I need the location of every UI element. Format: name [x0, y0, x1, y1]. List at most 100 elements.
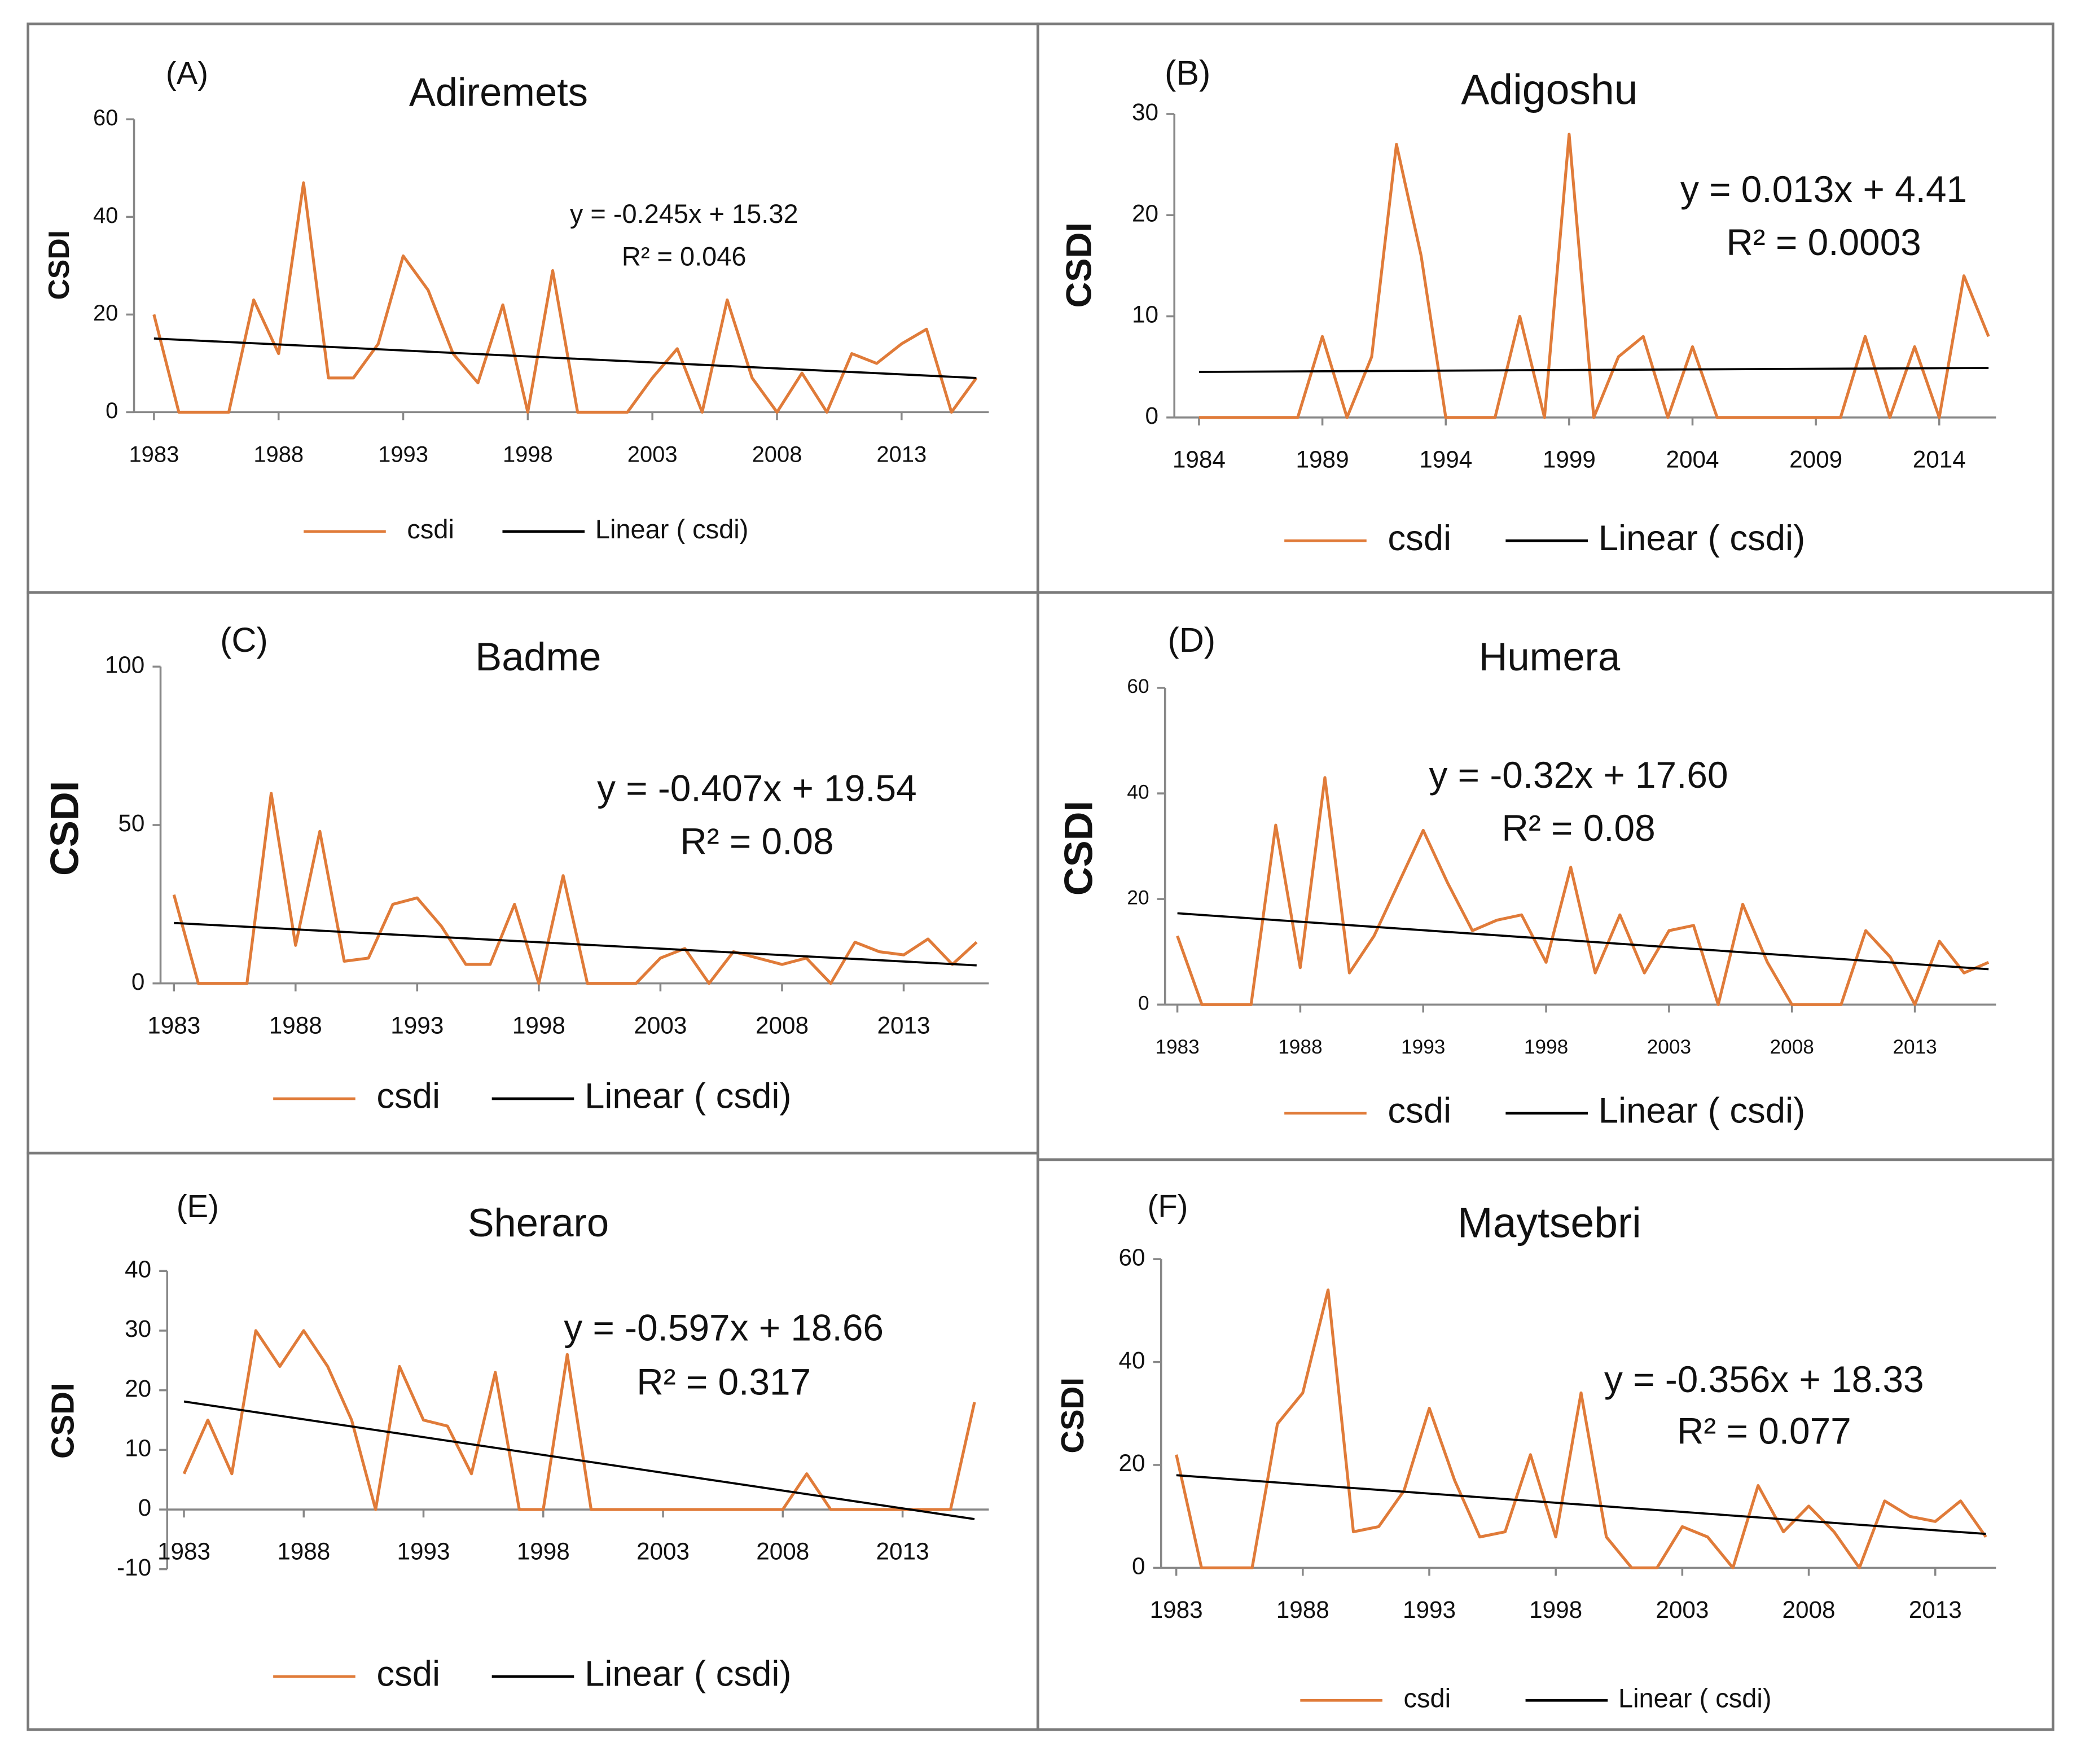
- y-tick-label: 0: [1132, 1553, 1145, 1579]
- x-tick-label: 1999: [1543, 446, 1596, 472]
- panel-label: (A): [166, 55, 208, 91]
- y-tick-label: 0: [131, 968, 145, 995]
- x-tick-label: 1983: [1155, 1036, 1199, 1058]
- x-tick-label: 1993: [378, 442, 428, 467]
- x-tick-label: 1993: [1403, 1596, 1456, 1623]
- trend-line: [183, 1400, 975, 1520]
- x-tick-label: 1998: [512, 1012, 565, 1038]
- data-line: [172, 792, 978, 985]
- legend-label: csdi: [407, 514, 454, 544]
- r-squared: R² = 0.08: [1502, 807, 1655, 849]
- x-tick-label: 2013: [877, 1012, 930, 1038]
- x-tick-label: 2008: [756, 1012, 809, 1038]
- chart-title: Adigoshu: [1461, 65, 1637, 113]
- y-tick-label: 20: [93, 301, 118, 326]
- chart-title: Adiremets: [409, 70, 588, 115]
- r-squared: R² = 0.08: [680, 820, 833, 862]
- chart-title: Maytsebri: [1457, 1199, 1641, 1246]
- trend-equation: y = -0.245x + 15.32: [570, 199, 798, 229]
- y-tick-label: 60: [1127, 675, 1149, 697]
- r-squared: R² = 0.317: [636, 1361, 811, 1403]
- y-tick-label: 20: [1127, 887, 1149, 909]
- y-tick-label: 60: [1119, 1244, 1145, 1270]
- y-tick-label: 50: [118, 810, 144, 836]
- trend-line: [1177, 912, 1989, 971]
- y-tick-label: 40: [93, 203, 118, 228]
- x-tick-label: 2003: [1656, 1596, 1709, 1623]
- y-axis-label: CSDI: [1055, 1377, 1090, 1454]
- data-line: [1175, 1288, 1987, 1569]
- trend-line: [174, 922, 977, 967]
- panel-label: (E): [177, 1188, 219, 1224]
- x-tick-label: 2003: [636, 1538, 690, 1565]
- data-line: [182, 1329, 976, 1511]
- trend-equation: y = -0.32x + 17.60: [1429, 754, 1728, 796]
- y-axis-label: CSDI: [42, 230, 75, 300]
- chart-title: Badme: [475, 634, 601, 679]
- trend-equation: y = 0.013x + 4.41: [1680, 168, 1967, 210]
- trend-equation: y = -0.356x + 18.33: [1604, 1358, 1924, 1400]
- y-axis-label: CSDI: [1060, 222, 1099, 308]
- x-tick-label: 1988: [277, 1538, 330, 1565]
- chart-title: Humera: [1479, 634, 1621, 679]
- x-tick-label: 1994: [1419, 446, 1472, 472]
- legend-label: Linear ( csdi): [1599, 1091, 1805, 1131]
- x-tick-label: 1993: [397, 1538, 450, 1565]
- x-tick-label: 1983: [157, 1538, 210, 1565]
- x-tick-label: 2008: [752, 442, 802, 467]
- x-tick-label: 2008: [1783, 1596, 1836, 1623]
- trend-line: [1198, 367, 1989, 373]
- x-tick-label: 1989: [1296, 446, 1349, 472]
- y-axis-label: CSDI: [42, 781, 87, 876]
- y-tick-label: 60: [93, 106, 118, 130]
- x-tick-label: 1993: [1401, 1036, 1445, 1058]
- y-tick-label: 40: [1119, 1347, 1145, 1374]
- y-tick-label: -10: [117, 1554, 151, 1581]
- x-tick-label: 1988: [269, 1012, 322, 1038]
- r-squared: R² = 0.0003: [1726, 221, 1921, 263]
- trend-equation: y = -0.597x + 18.66: [564, 1306, 884, 1348]
- x-tick-label: 1988: [1278, 1036, 1322, 1058]
- panel-border: [1036, 1158, 2054, 1731]
- r-squared: R² = 0.046: [622, 241, 747, 271]
- y-axis-label: CSDI: [45, 1383, 80, 1459]
- legend-label: csdi: [376, 1077, 440, 1116]
- trend-line: [153, 337, 977, 379]
- y-tick-label: 30: [125, 1315, 151, 1342]
- x-tick-label: 1998: [503, 442, 553, 467]
- x-tick-label: 2008: [1770, 1036, 1814, 1058]
- y-tick-label: 30: [1132, 99, 1158, 125]
- legend-label: Linear ( csdi): [1599, 519, 1805, 558]
- chart-title: Sheraro: [468, 1200, 609, 1245]
- x-tick-label: 1983: [147, 1012, 200, 1038]
- x-tick-label: 2009: [1789, 446, 1842, 472]
- panel-label: (B): [1165, 54, 1210, 92]
- y-tick-label: 20: [125, 1375, 151, 1402]
- panel-label: (F): [1147, 1188, 1188, 1224]
- legend-label: csdi: [376, 1655, 440, 1694]
- x-tick-label: 2014: [1913, 446, 1966, 472]
- x-tick-label: 1984: [1173, 446, 1226, 472]
- x-tick-label: 2013: [876, 442, 927, 467]
- x-tick-label: 2003: [634, 1012, 687, 1038]
- x-tick-label: 1983: [129, 442, 179, 467]
- x-tick-label: 2013: [876, 1538, 929, 1565]
- y-tick-label: 100: [105, 652, 145, 678]
- x-tick-label: 2008: [756, 1538, 809, 1565]
- y-tick-label: 0: [1145, 402, 1159, 429]
- y-tick-label: 10: [1132, 301, 1158, 328]
- data-line: [1198, 133, 1990, 419]
- x-tick-label: 1988: [253, 442, 304, 467]
- legend-label: Linear ( csdi): [585, 1655, 791, 1694]
- y-tick-label: 0: [1138, 993, 1149, 1015]
- x-tick-label: 1998: [1529, 1596, 1582, 1623]
- r-squared: R² = 0.077: [1677, 1410, 1851, 1452]
- trend-equation: y = -0.407x + 19.54: [597, 767, 917, 809]
- y-tick-label: 40: [1127, 781, 1149, 803]
- x-tick-label: 1988: [1276, 1596, 1329, 1623]
- y-tick-label: 20: [1132, 200, 1158, 226]
- x-tick-label: 1998: [517, 1538, 570, 1565]
- legend-label: csdi: [1388, 519, 1451, 558]
